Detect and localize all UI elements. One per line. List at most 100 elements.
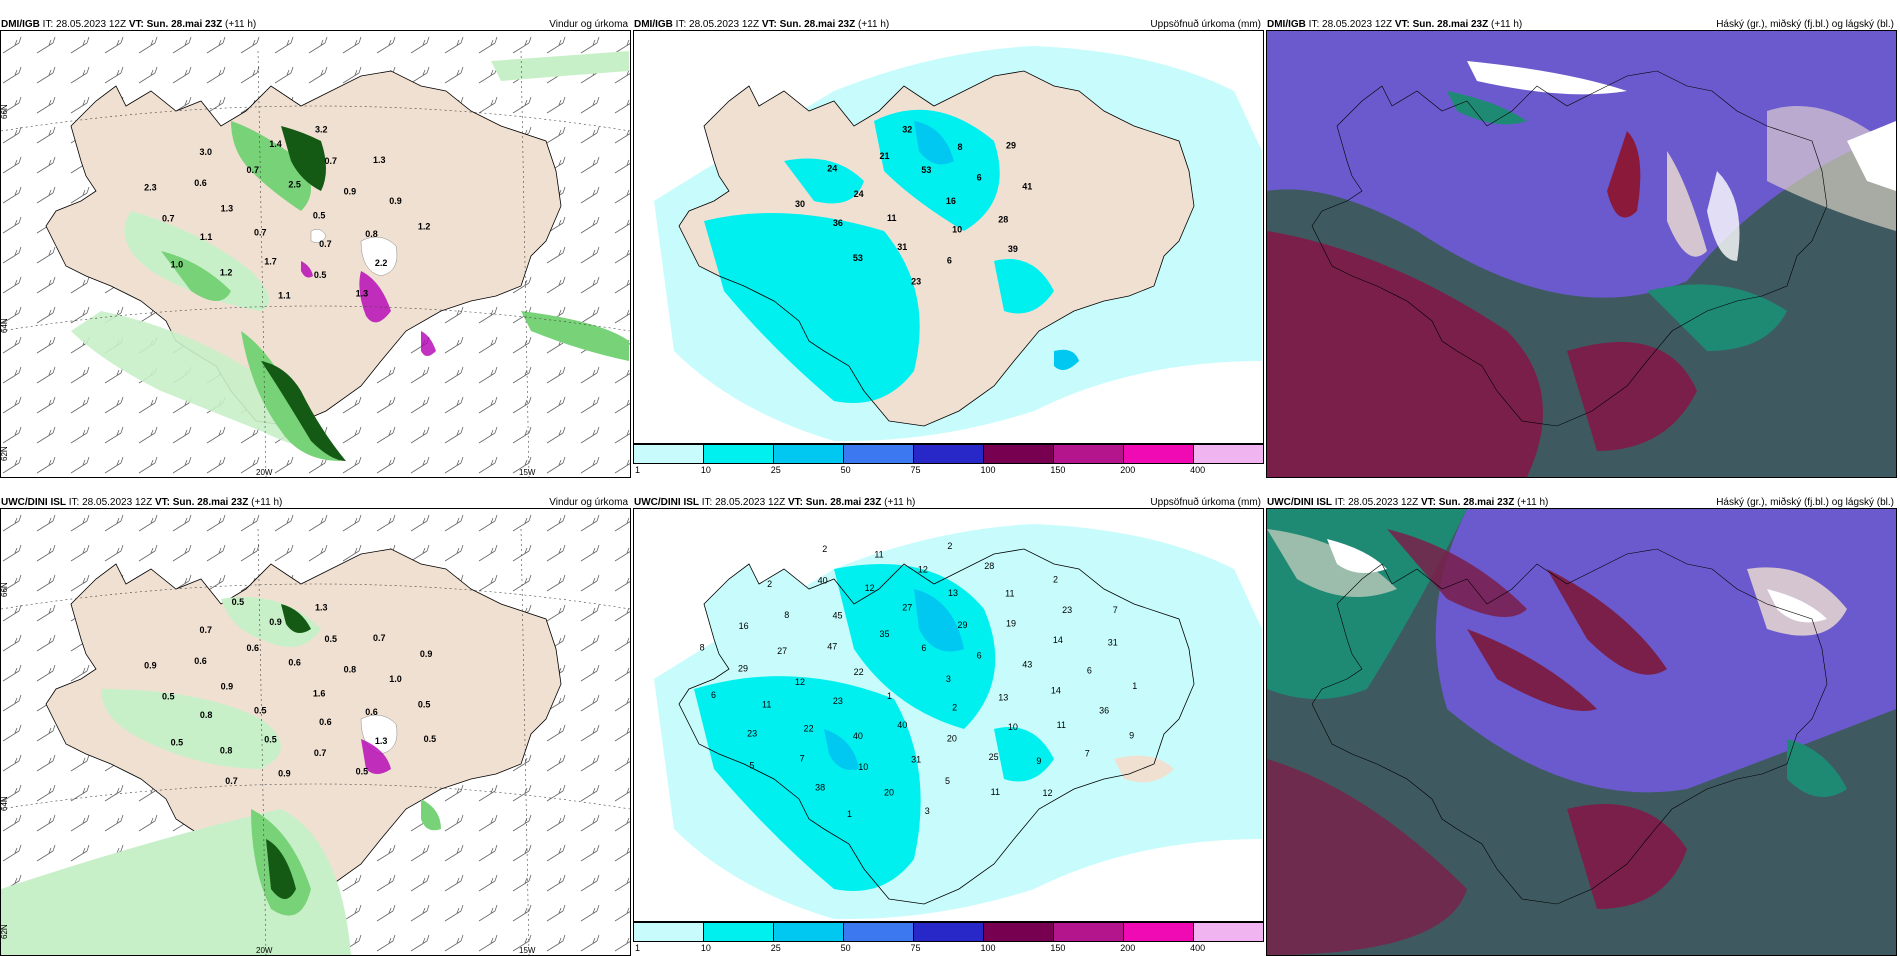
lead-time: (+11 h) (858, 19, 890, 30)
map-value-label: 1.0 (171, 260, 184, 270)
colorbar-swatch (1054, 445, 1124, 463)
map-value-label: 0.6 (319, 717, 332, 727)
map-value-label: 31 (1108, 637, 1118, 647)
map-value-label: 0.8 (344, 665, 357, 675)
map-value-label: 41 (1022, 182, 1032, 192)
colorbar-label: 200 (1120, 943, 1136, 953)
map-value-label: 0.9 (278, 769, 291, 779)
map-value-label: 0.6 (288, 657, 301, 667)
panel-title: Vindur og úrkoma (549, 497, 628, 508)
map-cloud-cover[interactable] (1266, 30, 1897, 478)
map-value-label: 1.4 (269, 139, 282, 149)
lead-time: (+11 h) (1517, 497, 1549, 508)
map-value-label: 23 (1062, 605, 1072, 615)
map-value-label: 6 (947, 256, 952, 266)
init-time: IT: 28.05.2023 12Z (1334, 497, 1419, 508)
map-value-label: 21 (880, 151, 890, 161)
lon-label: 20W (256, 946, 273, 955)
map-value-label: 0.7 (325, 156, 338, 166)
valid-label: VT: (761, 19, 777, 30)
map-value-label: 11 (887, 213, 897, 223)
map-value-label: 23 (747, 729, 757, 739)
map-value-label: 36 (1099, 705, 1109, 715)
colorbar-swatch (1054, 923, 1124, 941)
colorbar-label: 1 (635, 943, 641, 953)
valid-label: VT: (1420, 497, 1436, 508)
colorbar-label: 10 (700, 943, 711, 953)
map-value-label: 29 (958, 620, 968, 630)
map-value-label: 3.2 (315, 124, 328, 134)
map-value-label: 9 (1129, 730, 1134, 740)
map-value-label: 40 (853, 731, 863, 741)
map-value-label: 0.6 (194, 656, 207, 666)
colorbar-swatch (914, 445, 984, 463)
map-wind-precip[interactable]: 20W 15W 64N 66N 62N 1.6 0.5 0.6 0.6 0.9 0.8 0.… (0, 508, 631, 956)
colorbar-swatch (1124, 923, 1194, 941)
map-value-label: 2.5 (288, 179, 301, 189)
map-value-label: 14 (1051, 685, 1061, 695)
lead-time: (+11 h) (251, 497, 283, 508)
map-value-label: 3.0 (199, 147, 212, 157)
map-value-label: 2 (947, 541, 952, 551)
map-value-label: 0.5 (162, 691, 175, 701)
map-value-label: 12 (795, 677, 805, 687)
panel-uwc-accum: UWC/DINI ISL IT: 28.05.2023 12Z VT: Sun.… (633, 492, 1264, 953)
map-value-label: 9 (1036, 756, 1041, 766)
map-accum-precip[interactable]: 3 1 6 2 22 6 40 35 13 23 29 20 47 43 40 27 10 12 19 31 45 14 2… (633, 508, 1264, 922)
colorbar-swatch (984, 923, 1054, 941)
map-value-label: 1.3 (375, 736, 388, 746)
map-value-label: 11 (874, 550, 883, 560)
map-svg (1267, 31, 1896, 477)
colorbar-swatch (844, 445, 914, 463)
map-value-label: 1.3 (315, 602, 328, 612)
map-value-label: 47 (827, 641, 837, 651)
map-value-label: 6 (977, 172, 982, 182)
colorbar-swatch (704, 923, 774, 941)
lead-time: (+11 h) (1491, 19, 1523, 30)
panel-header: UWC/DINI ISL IT: 28.05.2023 12Z VT: Sun.… (633, 492, 1264, 514)
map-value-label: 1.0 (389, 674, 402, 684)
map-value-label: 0.6 (247, 643, 260, 653)
accum-value-labels: 16 11 53 10 24 6 31 21 28 36 8 6 24 41 53 32 39 30 29 23 (795, 125, 1032, 287)
lon-label: 20W (256, 468, 273, 477)
map-value-label: 0.5 (356, 766, 369, 776)
colorbar-label: 200 (1120, 465, 1136, 475)
map-value-label: 40 (897, 720, 907, 730)
map-value-label: 2 (952, 703, 957, 713)
map-value-label: 0.5 (424, 734, 437, 744)
map-svg: 3162226403513232920474340271012193145142… (634, 509, 1263, 921)
map-value-label: 0.7 (319, 239, 332, 249)
map-value-label: 1.3 (373, 155, 386, 165)
map-value-label: 0.7 (314, 748, 327, 758)
colorbar-label: 150 (1050, 465, 1066, 475)
valid-time: Sun. 28.mai 23Z (1412, 19, 1489, 30)
map-value-label: 12 (865, 583, 875, 593)
colorbar-swatch (844, 923, 914, 941)
colorbar-label: 100 (980, 465, 996, 475)
map-value-label: 7 (1113, 605, 1118, 615)
map-value-label: 2.3 (144, 182, 157, 192)
map-cloud-cover[interactable] (1266, 508, 1897, 956)
map-value-label: 8 (784, 610, 789, 620)
map-value-label: 1.2 (418, 222, 431, 232)
model-source: DMI/IGB (634, 19, 673, 30)
map-value-label: 29 (1006, 141, 1016, 151)
init-time: IT: 28.05.2023 12Z (68, 497, 153, 508)
map-value-label: 24 (854, 189, 864, 199)
map-value-label: 3 (946, 674, 951, 684)
map-value-label: 0.7 (254, 228, 267, 238)
panel-title: Vindur og úrkoma (549, 19, 628, 30)
map-value-label: 23 (833, 696, 843, 706)
map-value-label: 1.7 (264, 256, 277, 266)
map-wind-precip[interactable]: 20W 15W 64N 66N 62N 0.5 0.7 2.5 0.7 1.3 0.9 1.… (0, 30, 631, 478)
map-value-label: 13 (998, 693, 1008, 703)
map-value-label: 3 (925, 806, 930, 816)
map-accum-precip[interactable]: 16 11 53 10 24 6 31 21 28 36 8 6 24 41 53 32 39 30 29 23 (633, 30, 1264, 444)
colorbar-label: 10 (700, 465, 711, 475)
map-value-label: 5 (945, 776, 950, 786)
map-value-label: 0.9 (389, 196, 402, 206)
valid-time: Sun. 28.mai 23Z (779, 19, 856, 30)
map-value-label: 6 (711, 690, 716, 700)
map-value-label: 0.5 (264, 734, 277, 744)
map-value-label: 0.5 (325, 634, 338, 644)
